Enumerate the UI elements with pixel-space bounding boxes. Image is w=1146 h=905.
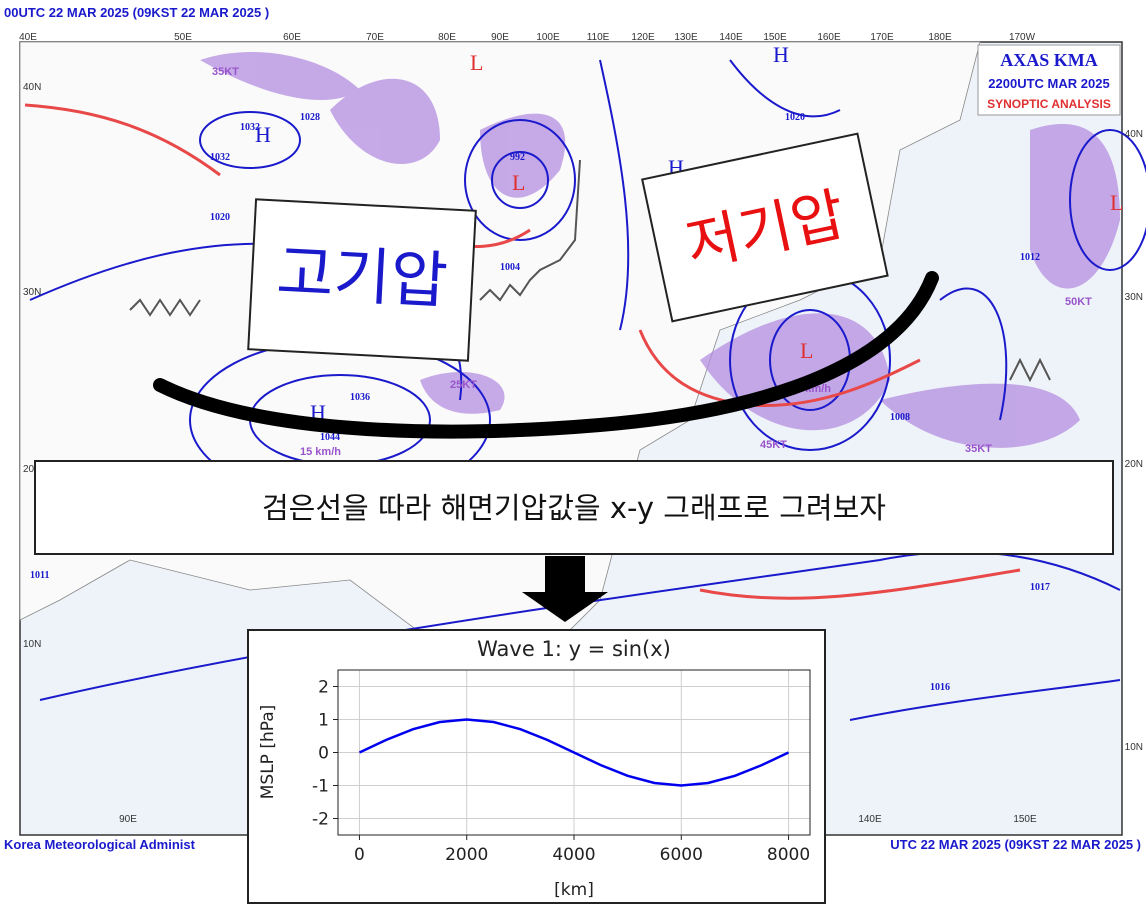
lat-label: 40N: [23, 82, 41, 93]
isobar-label: 1044: [320, 432, 340, 443]
high-center: H: [255, 122, 271, 147]
isobar-label: 1012: [1020, 252, 1040, 263]
isobar-label: 1004: [500, 262, 520, 273]
down-arrow: [522, 556, 608, 622]
low-center: L: [470, 50, 483, 75]
chart-title: Wave 1: y = sin(x): [477, 637, 671, 661]
y-axis-label: MSLP [hPa]: [258, 705, 278, 800]
title-line: 2200UTC MAR 2025: [988, 76, 1109, 91]
wind-label: 45KT: [760, 439, 787, 451]
x-tick-label: 8000: [767, 845, 810, 865]
isobar-label: 1020: [210, 212, 230, 223]
banner-text: 검은선을 따라 해면기압값을 x-y 그래프로 그려보자: [262, 491, 886, 525]
isobar-label: 1020: [785, 112, 805, 123]
lon-label: 60E: [283, 32, 301, 43]
cross-section-line: [153, 271, 939, 439]
low-center: L: [800, 338, 813, 363]
low-center: L: [1110, 190, 1123, 215]
wind-label: 50KT: [1065, 296, 1092, 308]
isobar-label: 1032: [240, 122, 260, 133]
isobar-label: 1036: [350, 392, 370, 403]
lon-label: 180E: [928, 32, 952, 43]
y-tick-label: 0: [318, 744, 329, 764]
lon-label: 90E: [491, 32, 509, 43]
title-box: AXAS KMA 2200UTC MAR 2025 SYNOPTIC ANALY…: [977, 44, 1121, 116]
lat-label: 20N: [1125, 459, 1143, 470]
low-box: 저기압: [641, 132, 889, 323]
lon-label: 150E: [1013, 814, 1037, 825]
lat-label: 20N: [23, 464, 41, 475]
lon-label: 150E: [763, 32, 787, 43]
high-box-frame: [247, 198, 477, 362]
lat-label: 40N: [1125, 129, 1143, 140]
footer-right: UTC 22 MAR 2025 (09KST 22 MAR 2025 ): [890, 837, 1141, 852]
isobar-label: 992: [510, 152, 525, 163]
isobar-label: 1032: [210, 152, 230, 163]
wind-areas: [200, 51, 1120, 448]
lat-label: 10N: [1125, 742, 1143, 753]
header: 00UTC 22 MAR 2025 (09KST 22 MAR 2025 ): [4, 5, 269, 20]
x-tick-label: 2000: [445, 845, 488, 865]
wind-label: 15 km/h: [300, 446, 341, 458]
lon-label: 160E: [817, 32, 841, 43]
x-tick-label: 0: [354, 845, 365, 865]
lon-label: 80E: [438, 32, 456, 43]
y-tick-label: -1: [312, 777, 329, 797]
x-axis-label: [km]: [554, 880, 594, 900]
wind-label: 35KT: [965, 443, 992, 455]
y-tick-label: 1: [318, 711, 329, 731]
lon-label: 120E: [631, 32, 655, 43]
isobar-label: 1008: [890, 412, 910, 423]
isobar-label: 1011: [30, 570, 49, 581]
lon-label: 50E: [174, 32, 192, 43]
wind-label: 25KT: [450, 379, 477, 391]
isobar-label: 1017: [1030, 582, 1050, 593]
x-tick-label: 6000: [660, 845, 703, 865]
lon-label: 100E: [536, 32, 560, 43]
isobar-label: 1016: [930, 682, 950, 693]
title-line: AXAS KMA: [1000, 50, 1098, 70]
isobar-label: 1028: [300, 112, 320, 123]
title-line: SYNOPTIC ANALYSIS: [987, 97, 1111, 111]
lat-label: 10N: [23, 639, 41, 650]
data-line: [358, 718, 790, 787]
high-center: H: [773, 42, 789, 67]
title-box-frame: [977, 44, 1121, 116]
troughs: [129, 159, 1051, 383]
lon-label: 90E: [119, 814, 137, 825]
y-tick-label: 2: [318, 678, 329, 698]
banner-frame: [34, 460, 1114, 555]
lon-label: 130E: [674, 32, 698, 43]
y-tick-label: -2: [312, 810, 329, 830]
wind-label: 35KT: [212, 66, 239, 78]
lat-label: 30N: [23, 287, 41, 298]
lon-label: 140E: [719, 32, 743, 43]
inset-chart: Wave 1: y = sin(x) [km] MSLP [hPa] -2 -1 0…: [247, 629, 826, 904]
low-box-frame: [641, 132, 889, 323]
x-tick-label: 4000: [552, 845, 595, 865]
low-center: L: [512, 170, 525, 195]
inset-frame: [247, 629, 826, 904]
lon-label: 170E: [870, 32, 894, 43]
lon-label: 170W: [1009, 32, 1036, 43]
lon-label: 110E: [587, 32, 610, 43]
lon-label: 40E: [19, 32, 37, 43]
plot-frame: [337, 669, 811, 836]
high-box: 고기압: [247, 198, 477, 362]
lat-label: 30N: [1125, 292, 1143, 303]
high-label: 고기압: [275, 236, 450, 318]
lon-label: 70E: [366, 32, 384, 43]
lon-label: 140E: [858, 814, 882, 825]
footer-left: Korea Meteorological Administ: [4, 837, 196, 852]
